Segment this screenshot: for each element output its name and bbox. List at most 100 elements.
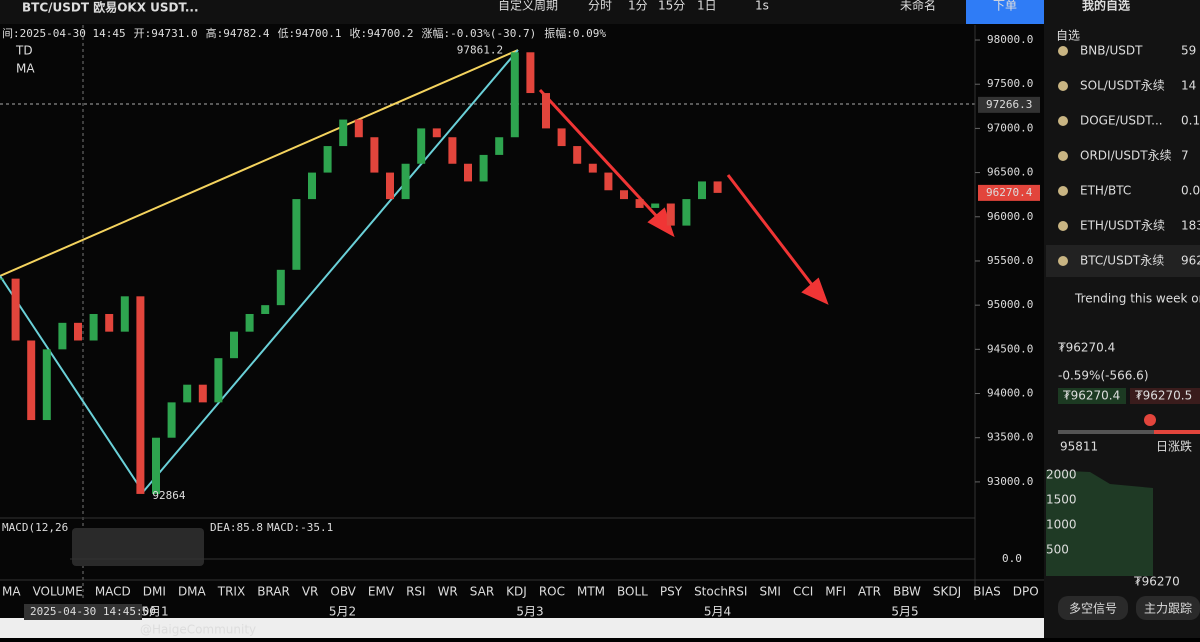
indicator-tab[interactable]: TRIX	[217, 585, 245, 599]
footer-handle: @HaigeCommunity	[140, 623, 256, 637]
indicator-tab[interactable]: WR	[438, 585, 458, 599]
indicator-tab[interactable]: BOLL	[617, 585, 648, 599]
indicator-tab[interactable]: DMI	[143, 585, 166, 599]
interval[interactable]: 分时	[588, 0, 612, 13]
watch-price: 14	[1181, 79, 1196, 93]
sidebar-title[interactable]: 我的自选	[1082, 0, 1130, 13]
ask-box	[1130, 388, 1200, 404]
indicator-tab[interactable]: DMA	[178, 585, 207, 599]
sidebar-tab[interactable]: 自选	[1056, 29, 1080, 43]
order-label[interactable]: 下单	[993, 0, 1017, 13]
indicator-tab[interactable]: StochRSI	[694, 585, 747, 599]
candle	[198, 384, 207, 403]
watch-symbol[interactable]: ETH	[1080, 219, 1104, 233]
indicator-tab[interactable]: OBV	[330, 585, 356, 599]
coin-icon	[1058, 81, 1068, 91]
candle	[230, 331, 238, 359]
indicator-tab[interactable]: DPO	[1013, 585, 1039, 599]
order-button[interactable]	[966, 0, 1044, 24]
draw-tools[interactable]	[72, 528, 204, 566]
candle	[308, 172, 316, 200]
watch-symbol[interactable]: ORDI	[1080, 149, 1111, 163]
coin-icon	[1058, 186, 1068, 196]
watch-symbol[interactable]: DOGE	[1080, 114, 1116, 128]
indicator-tab[interactable]: MTM	[577, 585, 605, 599]
depth-tick: 1000	[1046, 518, 1077, 532]
indicator-tab[interactable]: VOLUME	[33, 585, 83, 599]
candle	[74, 322, 82, 341]
candle	[120, 296, 129, 332]
watch-symbol[interactable]: BNB	[1080, 44, 1105, 58]
period-select[interactable]: 自定义周期	[498, 0, 558, 13]
seconds[interactable]: 1s	[755, 0, 769, 13]
candle	[354, 119, 363, 138]
indicator-tab[interactable]: CCI	[793, 585, 813, 599]
sidebar-button[interactable]: 主力跟踪	[1144, 602, 1192, 616]
depth-price: ₮96270	[1134, 575, 1180, 589]
y-tick-label: 94000.0	[987, 387, 1033, 400]
high-label: 97861.2	[457, 43, 503, 56]
candle	[136, 296, 145, 494]
candle	[183, 384, 192, 403]
indicator-tab[interactable]: BIAS	[973, 585, 1001, 599]
trend-line	[0, 49, 519, 277]
coin-icon	[1058, 116, 1068, 126]
watch-market: /USDT永续	[1104, 219, 1165, 233]
watch-market: /USDT...	[1116, 114, 1163, 128]
candle	[713, 181, 722, 193]
low-24h: 95811	[1060, 440, 1098, 454]
interval[interactable]: 1日	[697, 0, 717, 13]
candle	[276, 269, 285, 306]
indicator-tab[interactable]: ATR	[858, 585, 881, 599]
watch-symbol[interactable]: SOL	[1080, 79, 1104, 93]
indicator-tab[interactable]: EMV	[368, 585, 395, 599]
signal-button[interactable]	[1058, 596, 1128, 620]
indicator-tab[interactable]: ROC	[539, 585, 565, 599]
indicator-tab[interactable]: SKDJ	[933, 585, 961, 599]
interval[interactable]: 15分	[658, 0, 685, 13]
overlay-label[interactable]: TD	[15, 44, 33, 58]
y-tick-label: 97500.0	[987, 77, 1033, 90]
watch-price: 0.0	[1181, 184, 1200, 198]
candle	[448, 137, 457, 164]
watch-market: /USDT永续	[1111, 149, 1172, 163]
track-button[interactable]	[1136, 596, 1200, 620]
layout-name[interactable]: 未命名	[900, 0, 936, 13]
footer-bar	[0, 618, 1044, 638]
interval[interactable]: 1分	[628, 0, 648, 13]
depth-area	[1046, 470, 1153, 576]
y-tick-label: 93000.0	[987, 475, 1033, 488]
cursor-time: 2025-04-30 14:45:00	[30, 605, 156, 618]
indicator-tab[interactable]: SMI	[759, 585, 781, 599]
indicator-tab[interactable]: BBW	[893, 585, 921, 599]
macd-dea: DEA:85.8	[210, 521, 263, 534]
watch-market: /USDT	[1105, 44, 1143, 58]
macd-zero-label: 0.0	[1002, 552, 1022, 565]
watch-symbol[interactable]: ETH	[1080, 184, 1104, 198]
depth-tick: 2000	[1046, 468, 1077, 482]
bid: ₮96270.4	[1063, 389, 1120, 403]
indicator-tab[interactable]: VR	[302, 585, 319, 599]
indicator-tab[interactable]: PSY	[660, 585, 683, 599]
ohlc-info: 涨幅:-0.03%(-30.7)	[422, 27, 537, 40]
y-tick-label: 96500.0	[987, 166, 1033, 179]
y-tick-label: 97000.0	[987, 121, 1033, 134]
overlay-label[interactable]: MA	[16, 62, 35, 76]
candle	[432, 128, 441, 138]
indicator-tab[interactable]: BRAR	[257, 585, 290, 599]
range-label: 日涨跌	[1156, 439, 1192, 454]
coin-icon	[1058, 151, 1068, 161]
indicator-tab[interactable]: MA	[2, 585, 21, 599]
candle	[588, 163, 597, 173]
trending[interactable]: Trending this week on	[1074, 292, 1200, 306]
indicator-tab[interactable]: MFI	[825, 585, 846, 599]
candle	[11, 278, 20, 341]
watch-symbol[interactable]: BTC	[1080, 254, 1103, 268]
ohlc-info: 振幅:0.09%	[544, 26, 606, 40]
indicator-tab[interactable]: SAR	[470, 585, 494, 599]
indicator-tab[interactable]: RSI	[406, 585, 426, 599]
sidebar-button[interactable]: 多空信号	[1069, 602, 1117, 616]
indicator-tab[interactable]: MACD	[95, 585, 131, 599]
indicator-tab[interactable]: KDJ	[506, 585, 527, 599]
